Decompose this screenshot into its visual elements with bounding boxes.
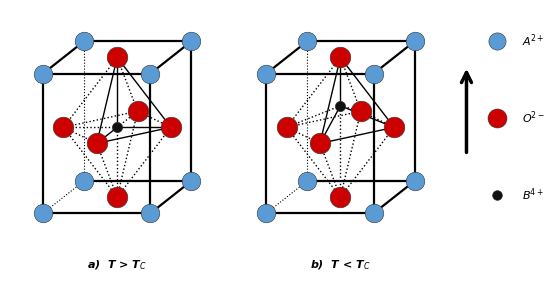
Point	[262, 211, 271, 215]
Point	[336, 195, 345, 199]
Point	[146, 211, 155, 215]
Point	[113, 195, 122, 199]
Point	[59, 125, 68, 129]
Point	[389, 125, 398, 129]
Text: A$^{2+}$: A$^{2+}$	[522, 33, 545, 49]
Point	[336, 55, 345, 60]
Point	[302, 39, 311, 44]
Point	[369, 71, 378, 76]
Text: b)  T < T$_C$: b) T < T$_C$	[310, 258, 371, 272]
Point	[336, 103, 345, 108]
Point	[302, 179, 311, 183]
Point	[492, 39, 501, 43]
Point	[113, 125, 122, 129]
Point	[39, 71, 47, 76]
Point	[410, 39, 419, 44]
Point	[79, 39, 88, 44]
Text: O$^{2-}$: O$^{2-}$	[522, 110, 545, 126]
Point	[113, 55, 122, 60]
Point	[39, 211, 47, 215]
Point	[166, 125, 175, 129]
Point	[146, 71, 155, 76]
Point	[262, 71, 271, 76]
Point	[79, 179, 88, 183]
Text: B$^{4+}$: B$^{4+}$	[522, 187, 544, 203]
Point	[357, 109, 365, 113]
Point	[410, 179, 419, 183]
Point	[187, 179, 196, 183]
Point	[282, 125, 291, 129]
Point	[133, 109, 142, 113]
Point	[92, 141, 101, 146]
Point	[369, 211, 378, 215]
Point	[315, 141, 324, 146]
Point	[492, 193, 501, 197]
Point	[187, 39, 196, 44]
Text: a)  T > T$_C$: a) T > T$_C$	[87, 258, 147, 272]
Point	[492, 116, 501, 120]
